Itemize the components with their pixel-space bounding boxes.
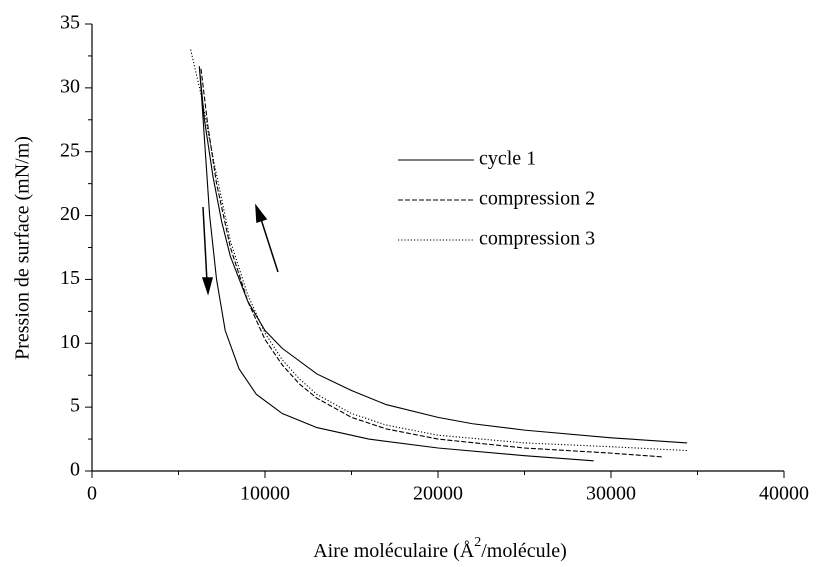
x-tick-label: 0 xyxy=(87,483,97,505)
x-tick-label: 20000 xyxy=(413,483,463,505)
y-tick-label: 0 xyxy=(70,459,80,481)
legend-label: compression 3 xyxy=(479,228,595,250)
x-axis-label: Aire moléculaire (Å2/molécule) xyxy=(313,535,567,561)
x-tick-label: 10000 xyxy=(240,483,290,505)
legend-label: cycle 1 xyxy=(479,148,536,170)
x-label-part: Aire moléculaire (Å xyxy=(313,540,475,562)
y-axis-label: Pression de surface (mN/m) xyxy=(12,136,34,360)
series-line xyxy=(200,68,663,458)
y-tick-label: 15 xyxy=(60,267,80,289)
x-label-part: /molécule) xyxy=(481,540,567,562)
y-tick-label: 30 xyxy=(60,75,80,97)
legend-label: compression 2 xyxy=(479,188,595,210)
x-tick-label: 40000 xyxy=(759,483,809,505)
y-tick-label: 25 xyxy=(60,139,80,161)
arrowhead xyxy=(255,203,268,224)
arrow xyxy=(259,215,279,273)
x-label-sup: 2 xyxy=(474,535,481,550)
arrows xyxy=(201,203,279,296)
arrow xyxy=(202,206,208,283)
y-tick-label: 20 xyxy=(60,203,80,225)
series-line xyxy=(198,66,688,462)
series-line xyxy=(190,49,688,452)
y-tick-label: 5 xyxy=(70,395,80,417)
y-tick-label: 35 xyxy=(60,12,80,34)
x-tick-label: 30000 xyxy=(586,483,636,505)
arrowhead xyxy=(201,277,213,296)
y-tick-label: 10 xyxy=(60,331,80,353)
